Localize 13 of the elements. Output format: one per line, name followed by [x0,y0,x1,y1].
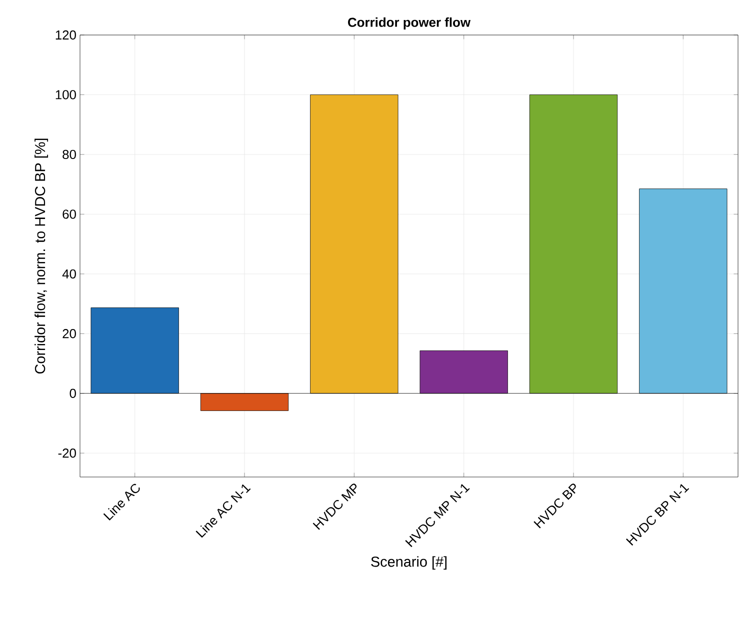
y-tick-label: 40 [62,269,76,278]
y-tick-label: -20 [58,448,76,458]
y-tick-label: 100 [56,90,76,100]
y-tick-label: 0 [70,388,76,398]
y-tick-label: 60 [62,210,76,219]
y-tick-label: 20 [62,329,76,338]
y-axis-title: Corridor flow, norm. to HVDC BP [%] [34,138,48,374]
y-tick-label: 120 [56,30,76,40]
x-tick-label: Line AC [103,484,140,520]
x-axis-title: Scenario [#] [371,556,446,570]
y-tick-label: 80 [62,150,76,160]
chart-title: Corridor power flow [348,17,471,30]
x-tick-label: Line AC N-1 [196,484,251,538]
